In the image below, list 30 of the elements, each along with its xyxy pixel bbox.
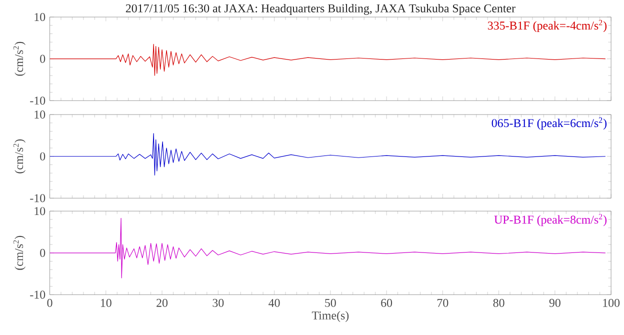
y-tick-label: -10 (30, 290, 46, 299)
x-tick-label: 40 (268, 299, 280, 308)
x-tick-label: 80 (493, 299, 504, 308)
y-axis-title: (cm/s$^{2}$) (13, 140, 26, 174)
y-tick-label: 0 (40, 55, 46, 64)
y-axis-title: (cm/s$^{2}$) (13, 236, 26, 270)
y-tick-label: 10 (34, 110, 46, 119)
y-tick-label: -10 (30, 96, 46, 105)
y-tick-label: -10 (30, 194, 46, 202)
y-tick-label: 0 (40, 152, 46, 161)
x-tick-label: 70 (437, 299, 448, 308)
chart-title: 2017/11/05 16:30 at JAXA: Headquarters Building, JAXA Tsukuba Space Center (126, 4, 516, 16)
x-tick-label: 0 (47, 299, 52, 308)
x-tick-label: 90 (549, 299, 560, 308)
y-tick-label: 10 (34, 207, 46, 216)
y-tick-label: 0 (40, 249, 46, 258)
y-axis-title: (cm/s$^{2}$) (13, 42, 26, 76)
y-tick-label: 10 (34, 13, 46, 22)
x-tick-label: 30 (212, 299, 224, 308)
x-tick-label: 50 (325, 299, 336, 308)
x-tick-label: 100 (603, 299, 620, 308)
x-tick-label: 60 (381, 299, 392, 308)
annotation: UP-B1F (peak=8cm/s$^{2}$) (494, 214, 607, 226)
annotation: 335-B1F (peak=-4cm/s$^{2}$) (488, 20, 607, 32)
x-tick-label: 20 (156, 299, 168, 308)
line-series (50, 133, 606, 176)
x-tick-label: 10 (100, 299, 112, 308)
annotation: 065-B1F (peak=6cm/s$^{2}$) (492, 118, 607, 130)
line-series (50, 44, 606, 76)
x-axis-title: Time(s) (312, 311, 349, 322)
